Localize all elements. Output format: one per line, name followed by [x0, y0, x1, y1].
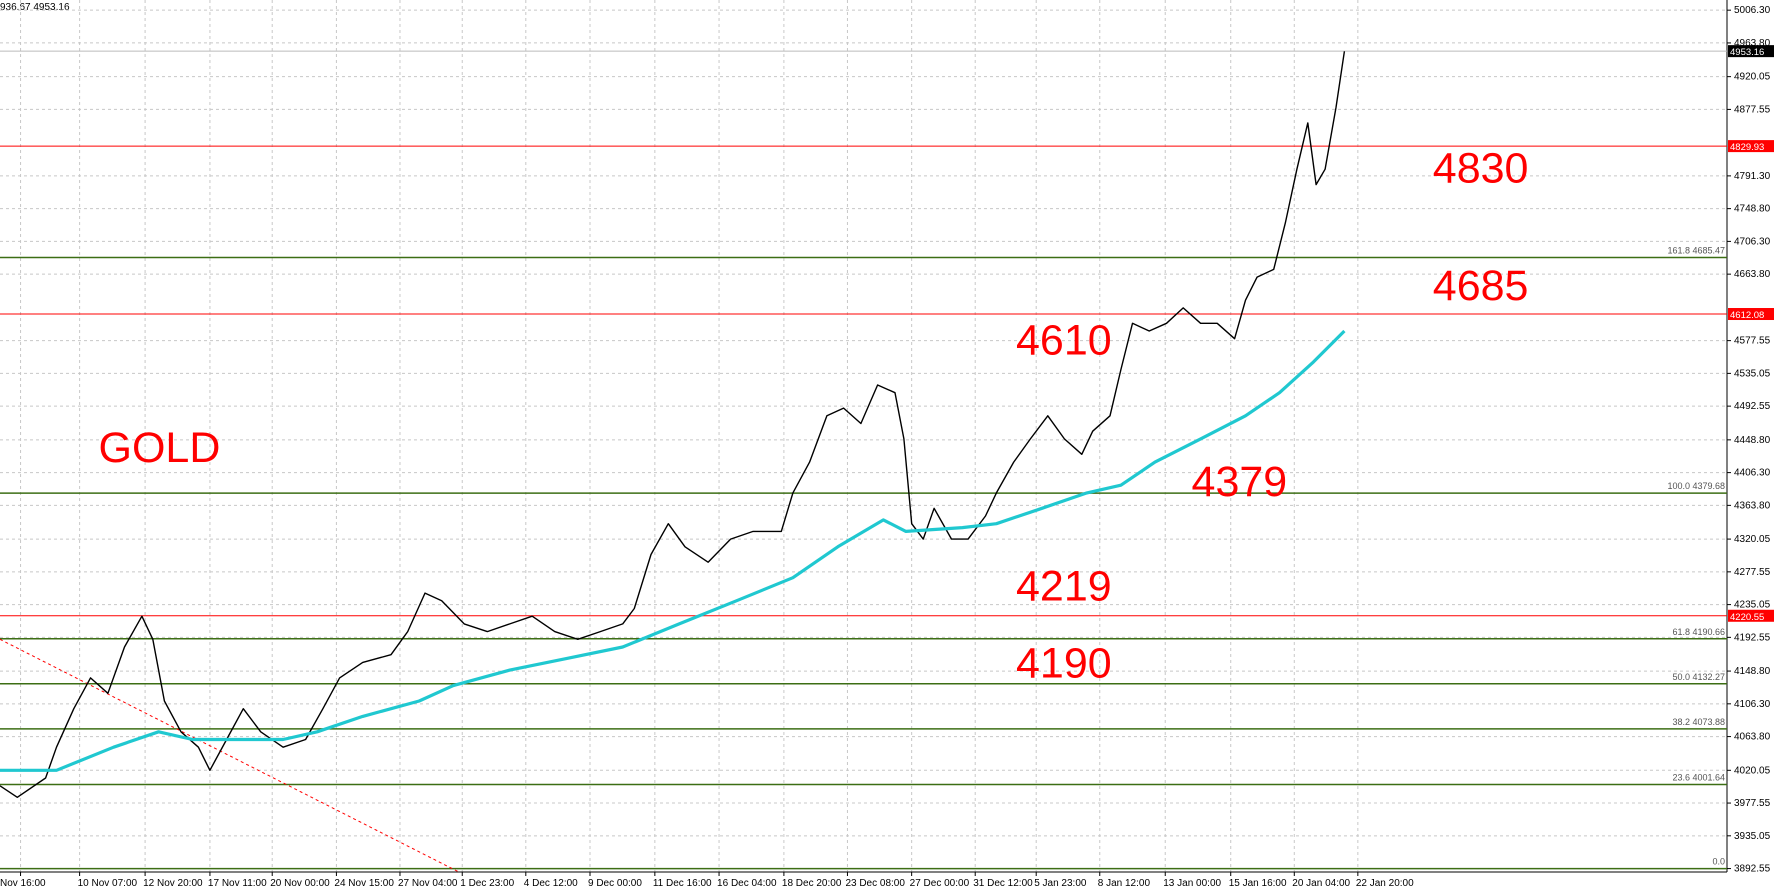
y-tick-label: 4748.80 — [1734, 204, 1771, 215]
x-tick-label: 17 Nov 11:00 — [208, 878, 267, 889]
y-tick-label: 4106.30 — [1734, 699, 1771, 710]
price-tag — [1728, 45, 1774, 58]
y-tick-label: 4920.05 — [1734, 72, 1771, 83]
y-tick-label: 4706.30 — [1734, 236, 1771, 247]
trend-line — [0, 638, 460, 873]
y-tick-label: 4277.55 — [1734, 567, 1771, 578]
x-tick-label: 23 Dec 08:00 — [845, 878, 905, 889]
x-tick-label: 11 Dec 16:00 — [653, 878, 712, 889]
price-tag-label: 4220.55 — [1730, 612, 1764, 623]
annotation: 4610 — [1016, 317, 1112, 365]
y-tick-label: 3892.55 — [1734, 864, 1771, 875]
series-line — [0, 329, 1346, 772]
x-tick-label: Nov 16:00 — [0, 878, 46, 889]
y-tick-label: 4492.55 — [1734, 401, 1771, 412]
x-tick-label: 27 Nov 04:00 — [398, 878, 458, 889]
y-tick-label: 4363.80 — [1734, 500, 1771, 511]
price-tag — [1728, 609, 1774, 622]
y-tick-label: 4063.80 — [1734, 732, 1771, 743]
x-tick-label: 22 Jan 20:00 — [1356, 878, 1414, 889]
price-tag-label: 4953.16 — [1730, 47, 1764, 58]
x-tick-label: 15 Jan 16:00 — [1229, 878, 1287, 889]
y-tick-label: 4020.05 — [1734, 765, 1771, 776]
y-tick-label: 4406.30 — [1734, 468, 1771, 479]
annotation: 4379 — [1192, 458, 1288, 506]
x-tick-label: 18 Dec 20:00 — [782, 878, 842, 889]
fib-label: 61.8 4190.66 — [1672, 627, 1725, 637]
annotation: 4685 — [1433, 262, 1529, 310]
series-line — [0, 51, 1346, 798]
y-tick-label: 4791.30 — [1734, 171, 1771, 182]
x-tick-label: 20 Nov 00:00 — [270, 878, 330, 889]
x-tick-label: 4 Dec 12:00 — [524, 878, 578, 889]
y-tick-label: 4877.55 — [1734, 104, 1771, 115]
annotation: GOLD — [99, 424, 221, 472]
price-tag-label: 4829.93 — [1730, 142, 1764, 153]
y-tick-label: 4235.05 — [1734, 600, 1771, 611]
x-tick-label: 16 Dec 04:00 — [717, 878, 777, 889]
y-tick-label: 4148.80 — [1734, 666, 1771, 677]
annotation: 4190 — [1016, 639, 1112, 687]
x-tick-label: 24 Nov 15:00 — [334, 878, 394, 889]
y-tick-label: 5006.30 — [1734, 5, 1771, 16]
price-tag-label: 4612.08 — [1730, 310, 1764, 321]
price-tag — [1728, 140, 1774, 153]
x-tick-label: 1 Dec 23:00 — [460, 878, 514, 889]
x-tick-label: 8 Jan 12:00 — [1098, 878, 1151, 889]
price-tag — [1728, 308, 1774, 321]
fib-label: 100.0 4379.68 — [1667, 481, 1725, 491]
annotation: 4830 — [1433, 144, 1529, 192]
fib-label: 161.8 4685.47 — [1667, 245, 1725, 255]
fib-label: 38.2 4073.88 — [1672, 717, 1725, 727]
x-tick-label: 31 Dec 12:00 — [973, 878, 1033, 889]
x-tick-label: 5 Jan 23:00 — [1034, 878, 1087, 889]
x-tick-label: 9 Dec 00:00 — [588, 878, 642, 889]
fib-label: 0.0 — [1712, 857, 1725, 867]
x-tick-label: 10 Nov 07:00 — [78, 878, 138, 889]
y-tick-label: 3977.55 — [1734, 798, 1771, 809]
fib-label: 50.0 4132.27 — [1672, 672, 1725, 682]
x-tick-label: 12 Nov 20:00 — [143, 878, 203, 889]
y-tick-label: 4448.80 — [1734, 435, 1771, 446]
x-tick-label: 20 Jan 04:00 — [1292, 878, 1350, 889]
y-tick-label: 4663.80 — [1734, 269, 1771, 280]
fib-label: 23.6 4001.64 — [1672, 772, 1725, 782]
x-tick-label: 13 Jan 00:00 — [1163, 878, 1221, 889]
y-tick-label: 4577.55 — [1734, 336, 1771, 347]
y-tick-label: 4192.55 — [1734, 632, 1771, 643]
annotation: 4219 — [1016, 562, 1112, 610]
y-tick-label: 4535.05 — [1734, 368, 1771, 379]
header-text: 936.67 4953.16 — [0, 2, 70, 13]
x-tick-label: 27 Dec 00:00 — [910, 878, 970, 889]
y-tick-label: 4320.05 — [1734, 534, 1771, 545]
y-tick-label: 4963.80 — [1734, 38, 1771, 49]
y-tick-label: 3935.05 — [1734, 831, 1771, 842]
